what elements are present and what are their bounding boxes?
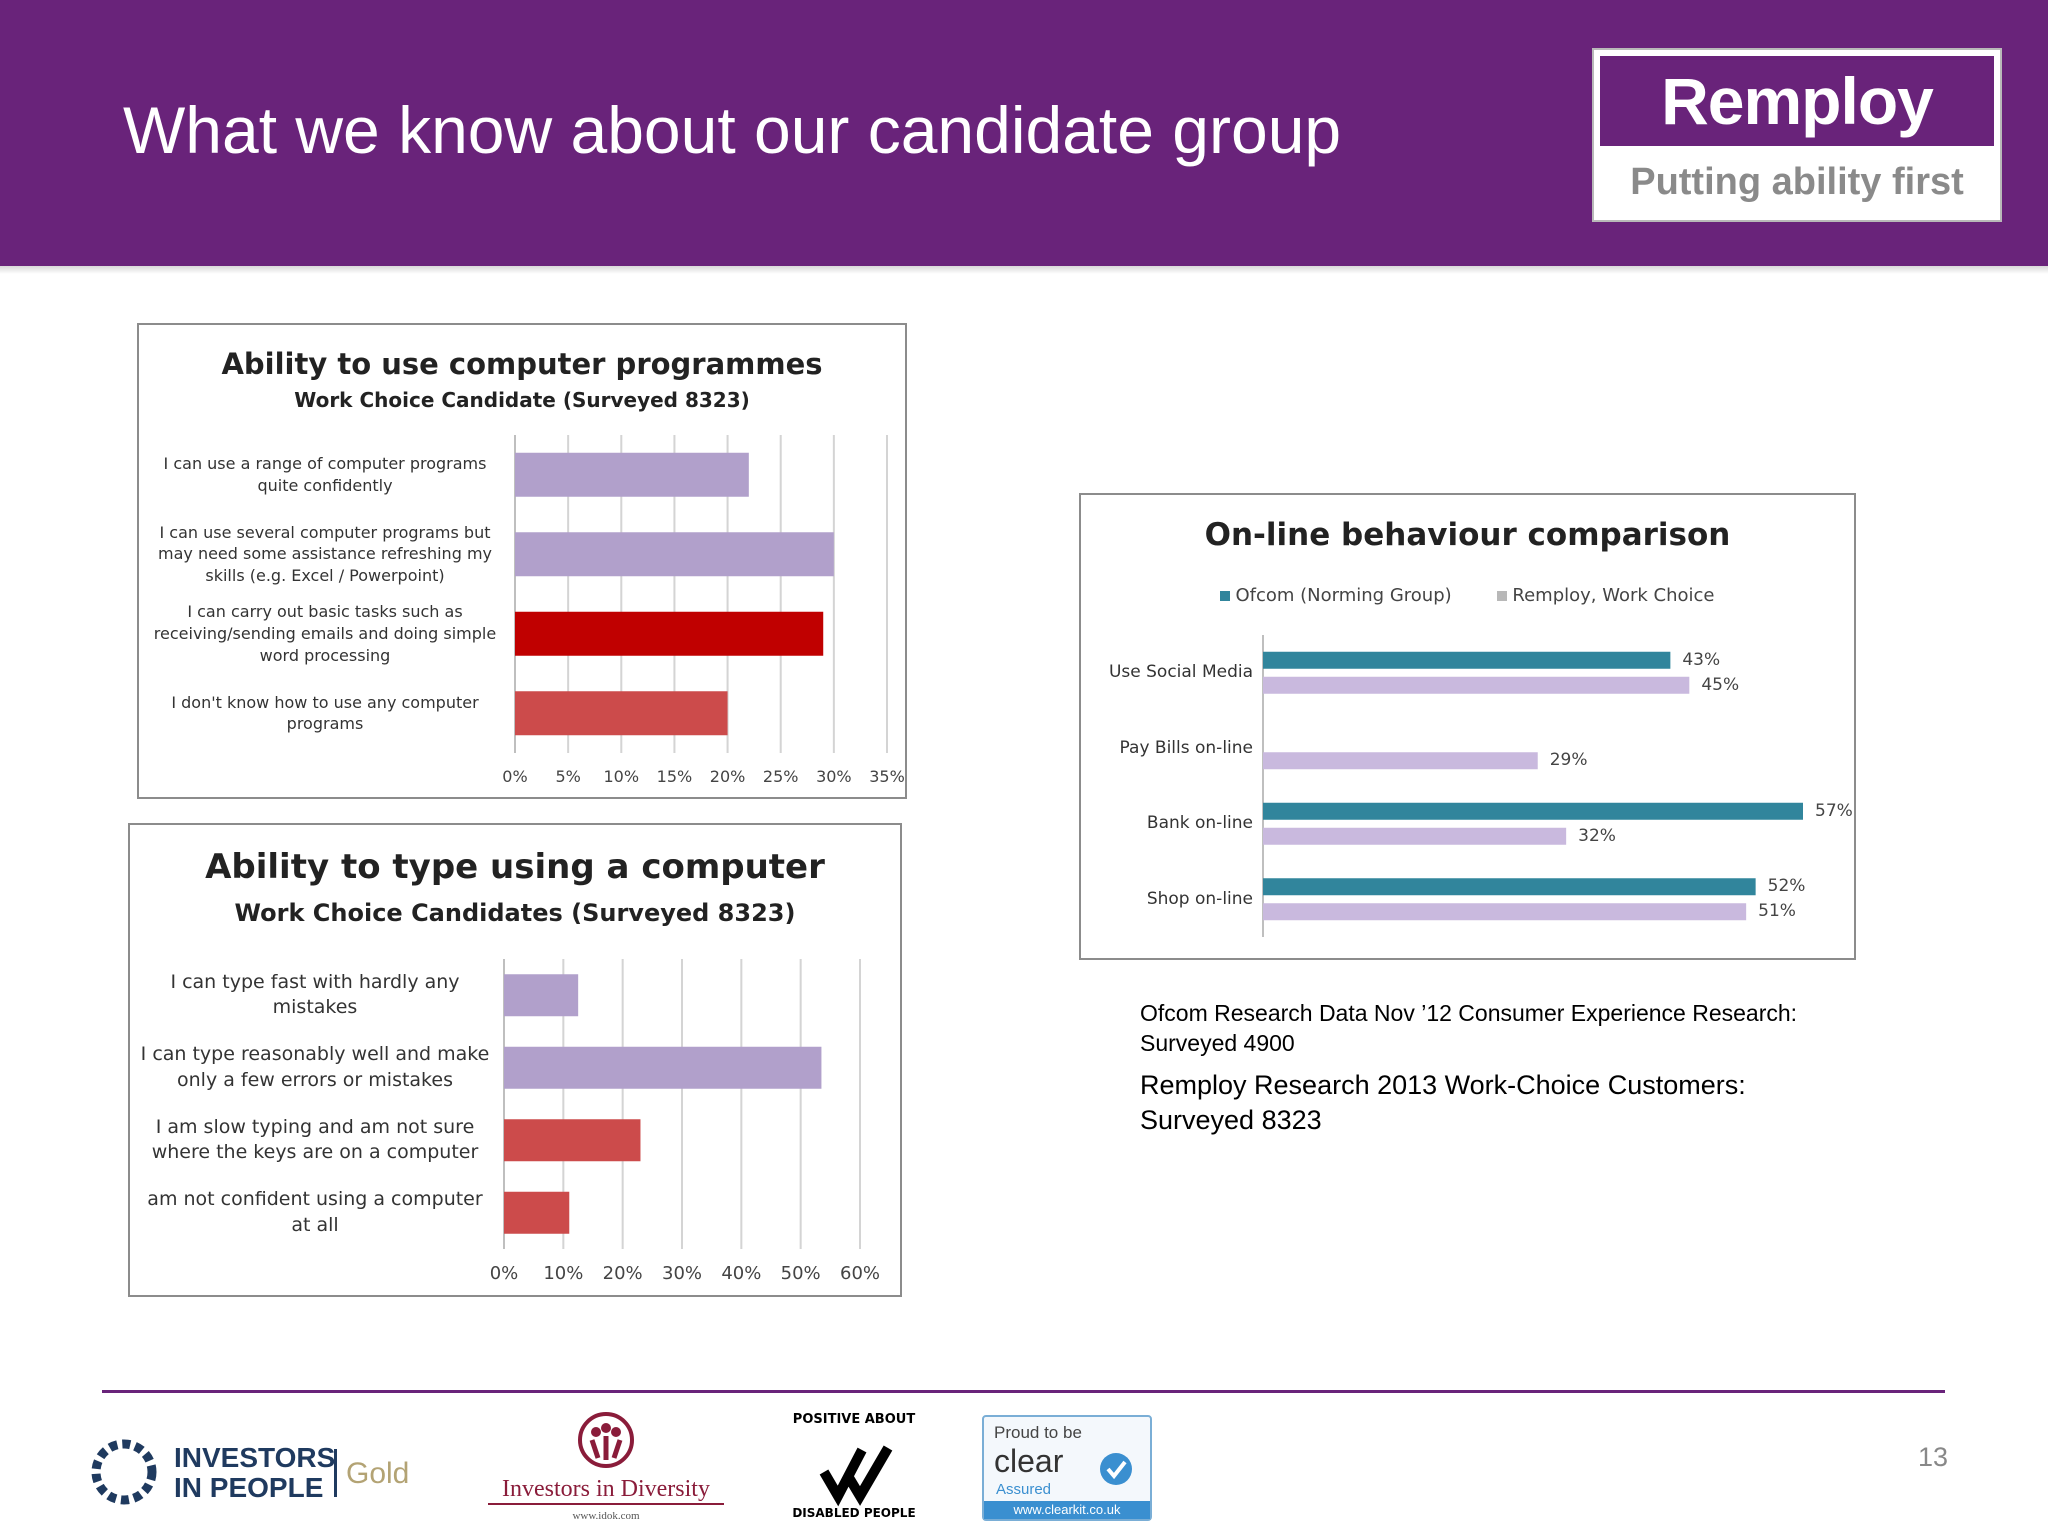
bar: [1263, 802, 1803, 820]
remploy-logo-name: Remploy: [1600, 56, 1994, 146]
bar: [1263, 676, 1690, 694]
x-tick-label: 60%: [839, 1263, 881, 1284]
slide-header: What we know about our candidate group R…: [0, 0, 2048, 266]
x-tick-label: 0%: [502, 767, 528, 786]
x-tick-label: 0%: [489, 1263, 519, 1284]
category-label: I can use several computer programs but …: [158, 522, 492, 586]
x-tick-label: 20%: [602, 1263, 643, 1284]
chart-online-behaviour-plot: [1262, 635, 1803, 937]
clear-name: clear: [994, 1443, 1064, 1479]
x-tick-label: 25%: [762, 767, 799, 786]
legend-item-ofcom: Ofcom (Norming Group): [1220, 585, 1452, 606]
legend-label: Remploy, Work Choice: [1512, 585, 1715, 606]
bar: [515, 532, 834, 577]
legend-label: Ofcom (Norming Group): [1235, 585, 1452, 606]
iip-gold: Gold: [346, 1457, 410, 1490]
bar: [1263, 878, 1756, 896]
remploy-logo: Remploy Putting ability first: [1592, 48, 2002, 222]
positive-bottom-text: DISABLED PEOPLE: [792, 1506, 916, 1520]
diversity-figures-icon: [578, 1412, 634, 1468]
data-label: 29%: [1549, 750, 1588, 771]
x-tick-label: 10%: [543, 1263, 584, 1284]
data-label: 43%: [1682, 649, 1721, 670]
chart-title: Ability to use computer programmes: [221, 347, 823, 381]
x-tick-label: 30%: [816, 767, 852, 786]
slide-title: What we know about our candidate group: [123, 93, 1342, 167]
category-label: I am slow typing and am not sure where t…: [151, 1115, 479, 1164]
chart-computer-programmes: Ability to use computer programmes Work …: [137, 323, 907, 799]
remploy-logo-tagline: Putting ability first: [1630, 161, 1964, 203]
diversity-url: www.idok.com: [572, 1510, 640, 1522]
category-label: Use Social Media: [1108, 662, 1253, 683]
laurel-wreath-icon: [91, 1439, 157, 1505]
investors-in-diversity-logo: Investors in Diversity www.idok.com: [488, 1410, 724, 1524]
category-label: Bank on-line: [1146, 813, 1253, 834]
category-label: Shop on-line: [1146, 888, 1253, 909]
bar: [1263, 651, 1671, 669]
category-label: I can use a range of computer programs q…: [163, 454, 487, 495]
x-tick-label: 5%: [555, 767, 581, 786]
legend-swatch: [1497, 591, 1508, 601]
checkmark-icon: [1100, 1453, 1132, 1485]
bar: [515, 691, 728, 736]
data-label: 51%: [1758, 901, 1796, 922]
bar: [515, 611, 824, 656]
chart-online-behaviour: On-line behaviour comparison Ofcom (Norm…: [1079, 493, 1856, 960]
x-tick-label: 35%: [869, 767, 905, 786]
category-label: I don't know how to use any computer pro…: [171, 692, 479, 734]
data-label: 52%: [1767, 876, 1806, 897]
positive-top-text: POSITIVE ABOUT: [792, 1412, 916, 1427]
clear-assured-logo: Proud to be clear Assured www.clearkit.c…: [982, 1415, 1152, 1521]
footer-divider: [102, 1390, 1945, 1393]
category-label: Pay Bills on-line: [1119, 737, 1253, 758]
iip-line2: IN PEOPLE: [174, 1472, 324, 1503]
two-ticks-icon: [819, 1445, 893, 1507]
x-tick-label: 30%: [661, 1263, 703, 1284]
page-number: 13: [1918, 1442, 1949, 1472]
bar: [504, 1191, 570, 1234]
diversity-name: Investors in Diversity: [488, 1476, 724, 1505]
clear-url: www.clearkit.co.uk: [984, 1501, 1150, 1519]
legend-item-remploy: Remploy, Work Choice: [1497, 585, 1715, 606]
positive-about-disabled-people-logo: POSITIVE ABOUT DISABLED PEOPLE: [788, 1410, 920, 1524]
clear-assured: Assured: [996, 1481, 1052, 1498]
category-label: I can type fast with hardly any mistakes: [170, 970, 460, 1019]
chart-title: Ability to type using a computer: [205, 847, 825, 887]
remploy-source-note: Remploy Research 2013 Work-Choice Custom…: [1140, 1070, 1746, 1135]
chart-typing-ability: Ability to type using a computer Work Ch…: [128, 823, 902, 1297]
ofcom-source-note: Ofcom Research Data Nov ’12 Consumer Exp…: [1140, 1000, 1798, 1056]
category-label: I can type reasonably well and make only…: [140, 1043, 490, 1091]
investors-in-people-logo: INVESTORS IN PEOPLE Gold: [84, 1435, 414, 1509]
bar: [1263, 903, 1747, 921]
data-label: 57%: [1815, 800, 1853, 821]
bar: [504, 974, 579, 1017]
x-tick-label: 15%: [656, 767, 693, 786]
category-label: I can carry out basic tasks such as rece…: [153, 602, 497, 665]
legend-swatch: [1220, 591, 1231, 601]
bar: [1263, 827, 1567, 845]
clear-proud: Proud to be: [994, 1423, 1082, 1442]
chart-title: On-line behaviour comparison: [1204, 517, 1731, 553]
category-label: am not confident using a computer at all: [147, 1188, 483, 1236]
header-divider: [0, 266, 2048, 274]
data-label: 45%: [1701, 674, 1740, 695]
chart-computer-programmes-plot: [514, 435, 888, 753]
bar: [515, 452, 749, 497]
x-tick-label: 20%: [709, 767, 746, 786]
chart-subtitle: Work Choice Candidates (Surveyed 8323): [234, 899, 796, 927]
bar: [1263, 752, 1538, 770]
chart-subtitle: Work Choice Candidate (Surveyed 8323): [294, 388, 750, 412]
iip-line1: INVESTORS: [174, 1442, 336, 1473]
chart-legend: Ofcom (Norming Group) Remploy, Work Choi…: [1081, 585, 1854, 606]
x-tick-label: 50%: [780, 1263, 821, 1284]
data-label: 32%: [1578, 825, 1616, 846]
bar: [504, 1046, 822, 1089]
chart-typing-ability-plot: [503, 959, 861, 1249]
x-tick-label: 10%: [603, 767, 640, 786]
bar: [504, 1119, 641, 1162]
x-tick-label: 40%: [721, 1263, 762, 1284]
